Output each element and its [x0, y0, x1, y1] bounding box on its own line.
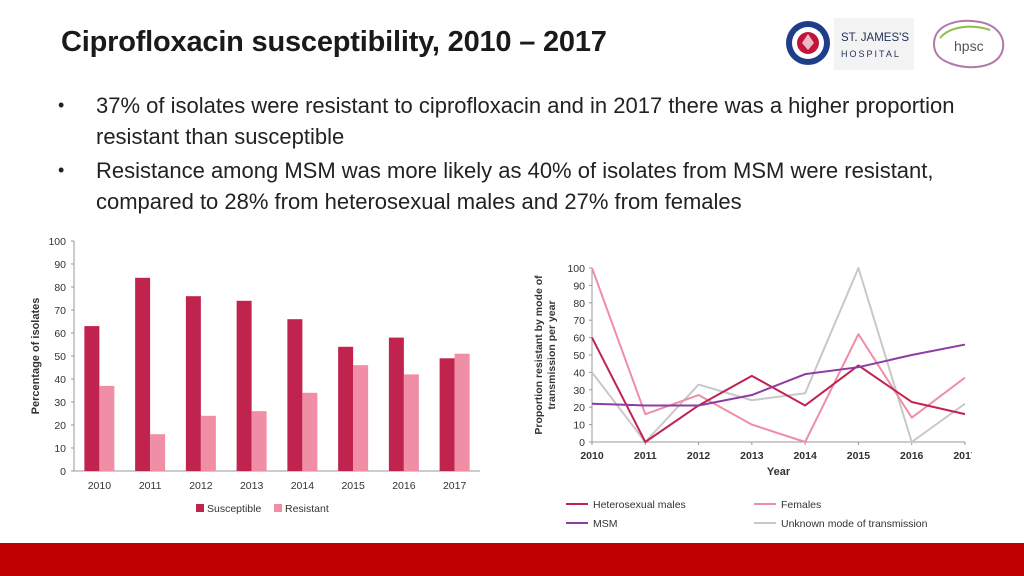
y-tick-label: 40: [54, 374, 66, 386]
bar-chart: 0 10 20 30 40 50 60 70 80 90 100 2010 2011 2012 2013 20…: [30, 236, 480, 515]
y-tick-label: 30: [54, 397, 66, 409]
x-tick-label: 2015: [847, 450, 871, 462]
y-tick-label: 10: [54, 443, 66, 455]
bar-susceptible: [236, 300, 252, 471]
y-tick-label: 70: [573, 315, 585, 327]
y-tick-label: 10: [573, 420, 585, 432]
st-james-logo-bg: [834, 18, 914, 70]
x-tick-label: 2011: [139, 480, 162, 492]
hpsc-text: hpsc: [954, 38, 984, 54]
x-tick-label: 2011: [634, 450, 657, 462]
y-axis-title-line2: transmission per year: [546, 300, 558, 409]
y-tick-label: 70: [54, 305, 66, 317]
y-tick-label: 30: [573, 385, 585, 397]
y-tick-label: 90: [54, 259, 66, 271]
y-tick-label: 0: [60, 466, 66, 478]
bar-resistant: [251, 411, 267, 471]
y-tick-label: 20: [573, 402, 585, 414]
bullet-icon: •: [58, 95, 65, 115]
x-tick-label: 2017: [953, 450, 972, 462]
y-tick-label: 40: [573, 367, 585, 379]
y-axis-title: Percentage of isolates: [30, 298, 42, 415]
bullet-icon: •: [58, 160, 65, 180]
bar-resistant: [403, 374, 419, 471]
x-tick-label: 2015: [341, 480, 365, 492]
x-tick-label: 2010: [88, 480, 112, 492]
st-james-hospital-text: HOSPITAL: [841, 49, 901, 59]
bar-susceptible: [388, 337, 404, 471]
bar-susceptible: [439, 358, 455, 471]
x-tick-label: 2014: [291, 480, 315, 492]
y-tick-label: 90: [573, 280, 585, 292]
bar-resistant: [353, 365, 369, 471]
series-line-unknown-mode-of-transmission: [591, 267, 966, 443]
bullet-text: 37% of isolates were resistant to ciprof…: [96, 93, 955, 149]
y-tick-label: 0: [579, 437, 585, 449]
bar-susceptible: [287, 319, 303, 471]
x-tick-label: 2013: [240, 480, 264, 492]
st-james-seal-icon: [786, 21, 830, 65]
legend-label: MSM: [593, 518, 618, 530]
legend-swatch: [196, 504, 204, 512]
x-tick-label: 2013: [740, 450, 764, 462]
legend-label: Heterosexual males: [593, 499, 686, 511]
st-james-name-text: ST. JAMES'S: [841, 32, 909, 44]
bar-resistant: [99, 385, 115, 471]
y-tick-label: 60: [54, 328, 66, 340]
bar-susceptible: [185, 296, 201, 471]
hpsc-logo-icon: [932, 19, 1005, 69]
y-tick-label: 80: [573, 298, 585, 310]
y-tick-label: 50: [573, 350, 585, 362]
line-chart: 0 10 20 30 40 50 60 70 80 90 100 2010 2011 2012 2013 20…: [533, 263, 972, 530]
bar-susceptible: [338, 346, 354, 471]
y-tick-label: 100: [48, 236, 66, 248]
series-line-heterosexual-males: [591, 337, 966, 443]
y-tick-label: 80: [54, 282, 66, 294]
x-axis-title: Year: [767, 466, 791, 478]
bullet-list: • 37% of isolates were resistant to cipro…: [58, 90, 998, 220]
x-tick-label: 2012: [687, 450, 711, 462]
y-tick-label: 60: [573, 333, 585, 345]
bar-susceptible: [84, 326, 100, 471]
slide-title: Ciprofloxacin susceptibility, 2010 – 201…: [61, 26, 607, 58]
x-tick-label: 2016: [900, 450, 924, 462]
y-tick-label: 20: [54, 420, 66, 432]
legend-label: Unknown mode of transmission: [781, 518, 928, 530]
bullet-item: • 37% of isolates were resistant to cipro…: [58, 90, 998, 152]
y-tick-label: 50: [54, 351, 66, 363]
bar-resistant: [150, 434, 166, 471]
bar-resistant: [200, 415, 216, 471]
bullet-text: Resistance among MSM was more likely as …: [96, 158, 934, 214]
x-tick-label: 2012: [189, 480, 213, 492]
x-tick-label: 2016: [392, 480, 416, 492]
legend-label: Susceptible: [207, 503, 261, 515]
bar-resistant: [302, 392, 318, 471]
x-tick-label: 2010: [580, 450, 604, 462]
logos: ST. JAMES'S HOSPITAL hpsc: [784, 14, 1009, 74]
legend-swatch: [274, 504, 282, 512]
series-line-msm: [591, 343, 966, 407]
footer-bar: [0, 543, 1024, 576]
logo-group: ST. JAMES'S HOSPITAL hpsc: [786, 18, 1005, 70]
x-tick-label: 2014: [793, 450, 817, 462]
y-axis-title-line1: Proportion resistant by mode of: [533, 275, 545, 435]
y-tick-label: 100: [567, 263, 585, 275]
x-tick-label: 2017: [443, 480, 467, 492]
bar-resistant: [454, 353, 470, 471]
bullet-item: • Resistance among MSM was more likely as…: [58, 155, 998, 217]
legend-label: Females: [781, 499, 821, 511]
legend-label: Resistant: [285, 503, 329, 515]
bar-susceptible: [135, 277, 151, 471]
series-line-females: [591, 267, 966, 443]
